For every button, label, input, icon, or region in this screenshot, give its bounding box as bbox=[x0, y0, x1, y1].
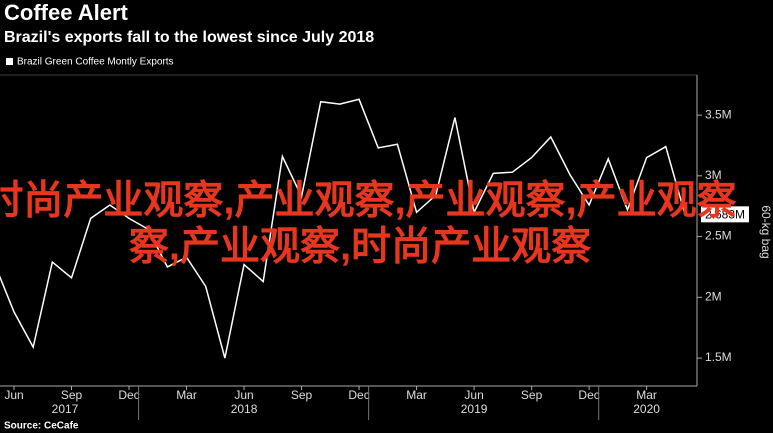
chart-subtitle: Brazil's exports fall to the lowest sinc… bbox=[4, 29, 374, 46]
data-line bbox=[0, 98, 686, 359]
year-label: 2018 bbox=[231, 402, 258, 416]
x-tick-label: Jun bbox=[4, 388, 23, 402]
x-tick-label: Jun bbox=[234, 388, 253, 402]
x-tick-label: Sep bbox=[61, 388, 83, 402]
y-axis-label: 60-kg bag bbox=[759, 205, 773, 258]
last-value-label: 2.683M bbox=[705, 208, 745, 222]
legend-swatch bbox=[6, 58, 13, 65]
watermark: 时尚产业观察,产业观察,产业观察,产业观察 bbox=[0, 179, 737, 223]
source: Source: CeCafe bbox=[4, 421, 79, 432]
x-tick-label: Mar bbox=[176, 388, 197, 402]
y-tick-label: 2M bbox=[705, 289, 722, 303]
x-tick-label: Sep bbox=[521, 388, 543, 402]
y-tick-label: 2.5M bbox=[705, 229, 732, 243]
x-tick-label: Mar bbox=[636, 388, 657, 402]
x-tick-label: Dec bbox=[578, 388, 599, 402]
x-tick-label: Dec bbox=[348, 388, 369, 402]
year-label: 2020 bbox=[633, 402, 660, 416]
watermark: 察,产业观察,时尚产业观察 bbox=[129, 225, 591, 269]
last-value-box bbox=[701, 206, 749, 223]
x-tick-label: Sep bbox=[291, 388, 313, 402]
year-label: 2017 bbox=[52, 402, 79, 416]
x-tick-label: Mar bbox=[406, 388, 427, 402]
year-label: 2019 bbox=[461, 402, 488, 416]
y-tick-label: 3M bbox=[705, 168, 722, 182]
legend-label: Brazil Green Coffee Montly Exports bbox=[17, 57, 174, 68]
chart-title: Coffee Alert bbox=[4, 0, 129, 25]
x-tick-label: Dec bbox=[118, 388, 139, 402]
x-tick-label: Jun bbox=[464, 388, 483, 402]
y-tick-label: 1.5M bbox=[705, 350, 732, 364]
y-tick-label: 3.5M bbox=[705, 107, 732, 121]
